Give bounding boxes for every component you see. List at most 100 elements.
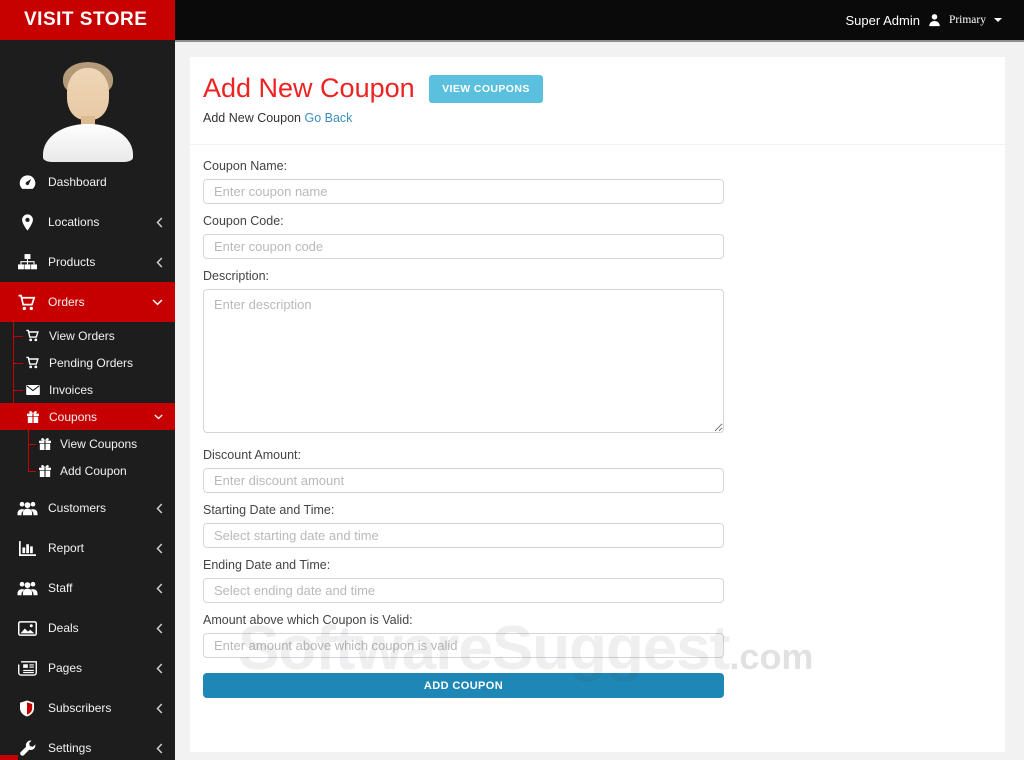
sidebar-item-label: Customers	[48, 501, 107, 515]
breadcrumb-current: Add New Coupon	[203, 111, 301, 125]
cart-icon	[24, 356, 42, 369]
sidebar-item-products[interactable]: Products	[0, 242, 175, 282]
card-header: Add New Coupon VIEW COUPONS Add New Coup…	[190, 57, 1005, 144]
chevron-down-icon	[154, 413, 163, 420]
sidebar-item-label: Settings	[48, 741, 92, 755]
sidebar-item-view-coupons[interactable]: View Coupons	[0, 430, 175, 457]
form-group-coupon-code: Coupon Code:	[203, 214, 724, 259]
sidebar-item-label: Coupons	[49, 409, 98, 424]
add-coupon-button[interactable]: ADD COUPON	[203, 673, 724, 698]
chevron-left-icon	[156, 256, 163, 268]
caret-down-icon[interactable]	[994, 18, 1002, 22]
sidebar-item-label: View Orders	[49, 328, 115, 343]
topbar-user-area: Super Admin Primary	[846, 0, 1024, 40]
sidebar-item-add-coupon[interactable]: Add Coupon	[0, 457, 175, 484]
cart-icon	[14, 294, 40, 311]
user-icon	[928, 13, 941, 27]
form-group-coupon-name: Coupon Name:	[203, 159, 724, 204]
shield-icon	[14, 700, 40, 717]
bar-chart-icon	[14, 540, 40, 556]
sidebar-item-pending-orders[interactable]: Pending Orders	[0, 349, 175, 376]
discount-amount-input[interactable]	[203, 468, 724, 493]
valid-amount-label: Amount above which Coupon is Valid:	[203, 613, 413, 627]
chevron-left-icon	[156, 216, 163, 228]
sidebar-item-label: Orders	[48, 295, 85, 309]
add-coupon-form: Coupon Name: Coupon Code: Description: D…	[203, 159, 724, 698]
chevron-left-icon	[156, 742, 163, 754]
card-body: Coupon Name: Coupon Code: Description: D…	[190, 144, 1005, 698]
sidebar-item-label: Products	[48, 255, 96, 269]
gift-icon	[24, 410, 42, 423]
valid-amount-input[interactable]	[203, 633, 724, 658]
go-back-link[interactable]: Go Back	[304, 111, 353, 125]
users-icon	[14, 501, 40, 516]
form-group-discount-amount: Discount Amount:	[203, 448, 724, 493]
store-selector[interactable]: Primary	[948, 14, 986, 26]
dashboard-icon	[14, 174, 40, 190]
sidebar-item-invoices[interactable]: Invoices	[0, 376, 175, 403]
coupon-code-label: Coupon Code:	[203, 214, 284, 228]
sidebar-item-label: Subscribers	[48, 701, 112, 715]
main-content: Add New Coupon VIEW COUPONS Add New Coup…	[175, 42, 1024, 760]
sidebar-item-label: Dashboard	[48, 175, 107, 189]
ending-date-input[interactable]	[203, 578, 724, 603]
chevron-left-icon	[156, 662, 163, 674]
form-group-starting-date: Starting Date and Time:	[203, 503, 724, 548]
form-group-description: Description:	[203, 269, 724, 438]
sitemap-icon	[14, 254, 40, 270]
discount-amount-label: Discount Amount:	[203, 448, 301, 462]
chevron-left-icon	[156, 502, 163, 514]
starting-date-label: Starting Date and Time:	[203, 503, 335, 517]
sidebar-item-label: Report	[48, 541, 85, 555]
user-menu[interactable]: Super Admin	[845, 12, 920, 28]
sidebar-item-label: View Coupons	[60, 436, 138, 451]
users-icon	[14, 581, 40, 596]
avatar	[36, 58, 140, 162]
chevron-left-icon	[156, 582, 163, 594]
top-bar: VISIT STORE Super Admin Primary	[0, 0, 1024, 40]
coupon-code-input[interactable]	[203, 234, 724, 259]
sidebar-item-orders[interactable]: Orders	[0, 282, 175, 322]
sidebar-item-label: Deals	[48, 621, 79, 635]
sidebar-item-settings[interactable]: Settings	[0, 728, 175, 760]
page-title: Add New Coupon	[203, 73, 415, 103]
topbar-divider	[175, 40, 1024, 42]
sidebar-item-coupons[interactable]: Coupons	[0, 403, 175, 430]
gift-icon	[37, 437, 53, 450]
chevron-left-icon	[156, 702, 163, 714]
sidebar-item-label: Pending Orders	[49, 355, 134, 370]
sidebar-item-deals[interactable]: Deals	[0, 608, 175, 648]
chevron-down-icon	[152, 298, 163, 306]
sidebar-item-dashboard[interactable]: Dashboard	[0, 162, 175, 202]
location-pin-icon	[14, 213, 40, 231]
sidebar-item-label: Locations	[48, 215, 100, 229]
sidebar-item-report[interactable]: Report	[0, 528, 175, 568]
coupon-name-label: Coupon Name:	[203, 159, 288, 173]
sidebar-bottom-accent	[0, 755, 18, 760]
description-textarea[interactable]	[203, 289, 724, 433]
sidebar-item-label: Pages	[48, 661, 83, 675]
sidebar-item-label: Add Coupon	[60, 463, 127, 478]
coupon-name-input[interactable]	[203, 179, 724, 204]
breadcrumb: Add New Coupon Go Back	[203, 111, 992, 125]
sidebar-item-locations[interactable]: Locations	[0, 202, 175, 242]
envelope-icon	[24, 384, 42, 395]
wrench-icon	[14, 740, 40, 757]
sidebar-item-staff[interactable]: Staff	[0, 568, 175, 608]
gift-icon	[37, 464, 53, 477]
chevron-left-icon	[156, 622, 163, 634]
view-coupons-button[interactable]: VIEW COUPONS	[429, 74, 543, 103]
sidebar-item-label: Staff	[48, 581, 73, 595]
cart-icon	[24, 329, 42, 342]
sidebar-menu: Dashboard Locations Products Order	[0, 162, 175, 760]
sidebar-item-view-orders[interactable]: View Orders	[0, 322, 175, 349]
sidebar-item-customers[interactable]: Customers	[0, 488, 175, 528]
form-group-valid-amount: Amount above which Coupon is Valid:	[203, 613, 724, 658]
add-coupon-card: Add New Coupon VIEW COUPONS Add New Coup…	[190, 57, 1005, 752]
description-label: Description:	[203, 269, 269, 283]
sidebar-item-subscribers[interactable]: Subscribers	[0, 688, 175, 728]
visit-store-logo[interactable]: VISIT STORE	[0, 0, 175, 40]
starting-date-input[interactable]	[203, 523, 724, 548]
chevron-left-icon	[156, 542, 163, 554]
sidebar-item-pages[interactable]: Pages	[0, 648, 175, 688]
